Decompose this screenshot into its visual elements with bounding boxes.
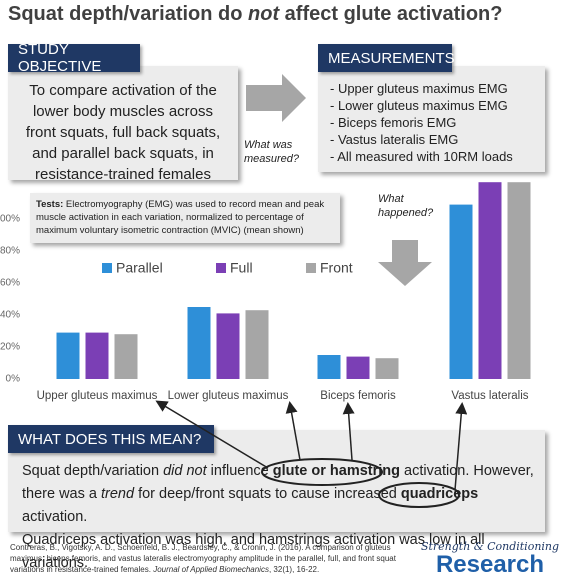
legend-swatch <box>216 263 226 273</box>
meaning-text: did not <box>163 463 207 479</box>
bar <box>317 355 341 379</box>
bar <box>187 307 211 379</box>
bar <box>375 358 399 379</box>
measurement-item: - Vastus lateralis EMG <box>330 132 459 147</box>
objective-heading: STUDY OBJECTIVE <box>8 41 140 75</box>
title: Squat depth/variation do not affect glut… <box>8 3 563 26</box>
tests-text: Electromyography (EMG) was used to recor… <box>36 199 325 236</box>
bar <box>478 182 502 379</box>
legend-label: Full <box>230 260 253 276</box>
title-part: Squat depth/variation do <box>8 3 249 25</box>
happened-question: What happened? <box>378 193 434 219</box>
meaning-text: Squat depth/variation <box>22 463 164 479</box>
y-tick-label: 40% <box>0 310 20 321</box>
meaning-text: activation. <box>22 509 88 525</box>
objective-text: To compare activation of the lower body … <box>25 82 221 183</box>
meaning-text: trend <box>101 486 135 502</box>
x-tick-label: Upper gluteus maximus <box>37 390 158 402</box>
x-tick-label: Biceps femoris <box>320 390 396 402</box>
tests-box: Tests: Electromyography (EMG) was used t… <box>30 193 340 243</box>
arrow-down <box>378 240 432 286</box>
bar <box>245 310 269 379</box>
logo: Strength & Conditioning Research <box>420 540 560 577</box>
arrow-right <box>246 74 306 122</box>
meaning-text: influence <box>206 463 273 479</box>
citation-journal: Journal of Applied Biomechanics <box>153 565 269 574</box>
tests-label: Tests: <box>36 199 64 210</box>
meaning-text: Quadriceps activation was high, and hams… <box>22 532 485 571</box>
legend-swatch <box>306 263 316 273</box>
bar <box>85 332 109 379</box>
measurement-item: - All measured with 10RM loads <box>330 149 513 164</box>
y-tick-label: 60% <box>0 278 20 289</box>
legend-label: Parallel <box>116 260 163 276</box>
legend-label: Front <box>320 260 353 276</box>
bar <box>449 204 473 379</box>
meaning-text: glute or hamstring <box>272 463 401 479</box>
bar <box>114 334 138 379</box>
bar <box>346 356 370 379</box>
citation: Contreras, B., Vigotsky, A. D., Schoenfe… <box>10 542 405 575</box>
measurements-heading: MEASUREMENTS <box>318 44 455 72</box>
measurement-item: - Upper gluteus maximus EMG <box>330 81 508 96</box>
logo-bottom: Research <box>435 551 545 578</box>
citation-text: Contreras, B., Vigotsky, A. D., Schoenfe… <box>10 543 396 574</box>
meaning-text: quadriceps <box>400 486 479 502</box>
measurement-item: - Biceps femoris EMG <box>330 115 457 130</box>
y-tick-label: 80% <box>0 246 20 257</box>
y-tick-label: 0% <box>6 374 21 385</box>
legend-swatch <box>102 263 112 273</box>
measurement-item: - Lower gluteus maximus EMG <box>330 98 508 113</box>
bar <box>56 332 80 379</box>
x-tick-label: Vastus lateralis <box>451 390 528 402</box>
citation-text: , 32(1), 16-22. <box>268 565 320 574</box>
meaning-text: activation. However, <box>400 463 534 479</box>
meaning-heading: WHAT DOES THIS MEAN? <box>8 425 214 453</box>
title-part: affect glute activation? <box>279 3 503 25</box>
title-part: not <box>248 3 280 25</box>
measured-question: What was measured? <box>244 139 300 165</box>
x-tick-label: Lower gluteus maximus <box>168 390 289 402</box>
logo-top: Strength & Conditioning <box>420 540 560 553</box>
bar <box>507 182 531 379</box>
meaning-text: for deep/front squats to cause increased <box>134 486 401 502</box>
y-tick-label: 100% <box>0 214 20 225</box>
bar <box>216 313 240 379</box>
objective-box: To compare activation of the lower body … <box>8 66 238 183</box>
y-tick-label: 20% <box>0 342 20 353</box>
meaning-text: there was a <box>22 486 101 502</box>
measurements-box: - Upper gluteus maximus EMG - Lower glut… <box>318 66 545 172</box>
